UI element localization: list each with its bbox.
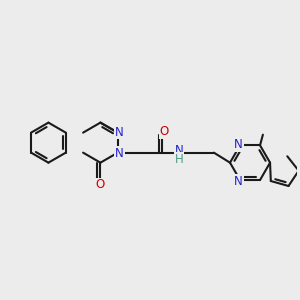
Text: N: N	[175, 144, 183, 157]
Text: N: N	[234, 175, 243, 188]
Text: N: N	[115, 147, 124, 160]
Text: H: H	[175, 153, 183, 166]
Text: N: N	[234, 138, 243, 151]
Text: O: O	[95, 178, 104, 191]
Text: N: N	[115, 125, 124, 139]
Text: O: O	[160, 125, 169, 138]
